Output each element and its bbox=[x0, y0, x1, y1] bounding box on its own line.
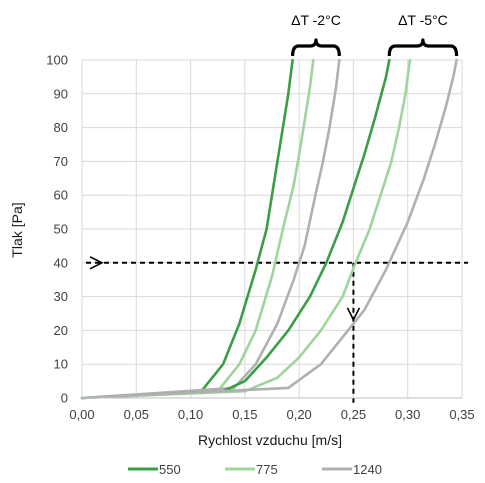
x-tick-label: 0,00 bbox=[69, 407, 94, 422]
legend-label: 1240 bbox=[353, 462, 382, 477]
x-tick-label: 0,10 bbox=[178, 407, 203, 422]
y-tick-label: 50 bbox=[54, 222, 68, 237]
series-line-775-dT-2 bbox=[80, 58, 315, 400]
y-tick-label: 30 bbox=[54, 289, 68, 304]
x-axis-title: Rychlost vzduchu [m/s] bbox=[198, 432, 342, 448]
x-tick-label: 0,20 bbox=[286, 407, 311, 422]
x-tick-label: 0,15 bbox=[232, 407, 257, 422]
brace-label-dT-2: ΔT -2°C bbox=[291, 12, 341, 28]
arrow-right-icon bbox=[89, 256, 104, 270]
y-tick-label: 100 bbox=[46, 53, 68, 68]
y-tick-label: 20 bbox=[54, 323, 68, 338]
reference-lines bbox=[86, 256, 468, 404]
series-line-550-dT-5 bbox=[80, 58, 391, 400]
brace-label-dT-5: ΔT -5°C bbox=[398, 12, 448, 28]
series-line-1240-dT-2 bbox=[80, 58, 341, 400]
y-tick-label: 70 bbox=[54, 154, 68, 169]
annotation-braces: ΔT -2°C ΔT -5°C bbox=[291, 12, 459, 57]
y-tick-label: 10 bbox=[54, 357, 68, 372]
grid bbox=[81, 59, 463, 399]
series-group bbox=[80, 58, 458, 400]
legend: 550 775 1240 bbox=[128, 462, 382, 477]
series-line-775-dT-5 bbox=[80, 58, 412, 400]
tick-labels: 0 10 20 30 40 50 60 70 80 90 100 0,00 0,05 0,10 0,15 0,… bbox=[46, 53, 474, 423]
x-tick-label: 0,35 bbox=[449, 407, 474, 422]
y-tick-label: 40 bbox=[54, 255, 68, 270]
legend-label: 550 bbox=[159, 462, 181, 477]
series-line-1240-dT-5 bbox=[80, 58, 458, 400]
y-tick-label: 80 bbox=[54, 120, 68, 135]
y-tick-label: 0 bbox=[61, 391, 68, 406]
legend-label: 775 bbox=[256, 462, 278, 477]
brace-dT-5 bbox=[387, 38, 459, 57]
series-line-550-dT-2 bbox=[80, 58, 294, 400]
x-tick-label: 0,05 bbox=[124, 407, 149, 422]
arrow-down-icon bbox=[346, 307, 361, 322]
y-tick-label: 90 bbox=[54, 86, 68, 101]
brace-dT-2 bbox=[291, 38, 341, 57]
y-tick-label: 60 bbox=[54, 188, 68, 203]
x-tick-label: 0,30 bbox=[395, 407, 420, 422]
y-axis-title: Tlak [Pa] bbox=[9, 202, 25, 257]
x-tick-label: 0,25 bbox=[341, 407, 366, 422]
